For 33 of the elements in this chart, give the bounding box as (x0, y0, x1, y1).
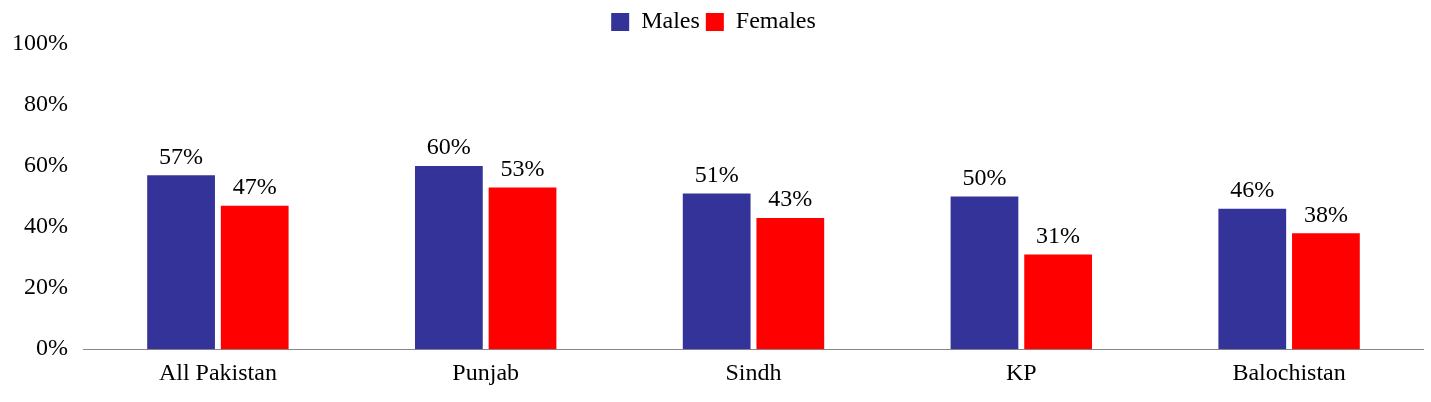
x-tick-label: All Pakistan (158, 358, 277, 385)
y-tick-label: 20% (23, 273, 68, 300)
y-tick-label: 60% (23, 151, 68, 178)
bar (756, 217, 825, 350)
x-tick-label: Sindh (725, 358, 782, 385)
data-label: 60% (426, 133, 471, 160)
bar (950, 196, 1019, 350)
bar (1292, 233, 1360, 350)
data-label: 38% (1303, 200, 1348, 227)
data-label: 31% (1036, 221, 1081, 248)
y-tick-label: 40% (23, 212, 68, 239)
x-tick-label: Balochistan (1232, 358, 1346, 385)
data-label: 47% (232, 173, 277, 200)
data-label: 43% (768, 185, 813, 212)
data-label: 57% (159, 142, 204, 169)
y-tick-label: 100% (11, 29, 68, 56)
y-tick-label: 80% (23, 90, 68, 117)
x-tick-label: KP (1005, 358, 1037, 385)
bar (1024, 254, 1092, 350)
data-label: 50% (962, 163, 1007, 190)
bar (220, 205, 289, 350)
y-tick-label: 0% (35, 334, 68, 361)
x-tick-label: Punjab (452, 358, 520, 385)
data-label: 51% (694, 160, 739, 187)
legend-label: Females (735, 7, 816, 34)
data-label: 53% (500, 154, 545, 181)
legend-label: Males (641, 7, 700, 34)
bar (1218, 208, 1287, 350)
data-label: 46% (1230, 176, 1275, 203)
bar (682, 193, 751, 350)
bar (415, 166, 483, 350)
bar (147, 175, 215, 350)
bar (488, 187, 557, 350)
